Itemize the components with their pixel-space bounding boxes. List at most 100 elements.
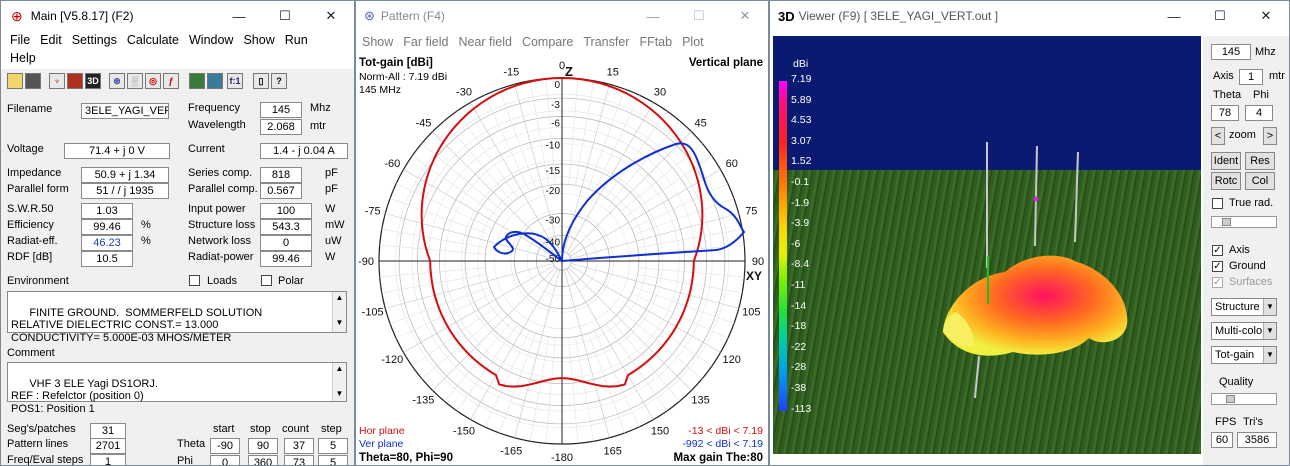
pattern-minimize-button[interactable]: —	[646, 8, 660, 24]
axis-checkbox[interactable]: ✓	[1212, 245, 1223, 256]
pattern-menubar: Show Far field Near field Compare Transf…	[356, 31, 768, 53]
filename-field[interactable]: 3ELE_YAGI_VER	[81, 103, 169, 119]
quality-slider[interactable]	[1211, 393, 1277, 405]
menu-help[interactable]: Help	[10, 51, 36, 65]
angle-label: -135	[412, 395, 434, 407]
pattern-titlebar[interactable]: ⊛ Pattern (F4) — ☐ ✕	[356, 1, 768, 31]
theta-stop-field[interactable]: 90	[248, 438, 278, 454]
theta-start-field[interactable]: -90	[210, 438, 240, 454]
pattern-menu-transfer[interactable]: Transfer	[583, 35, 630, 49]
true-rad-label: True rad.	[1229, 197, 1274, 209]
close-button[interactable]: ✕	[325, 8, 337, 23]
grid-spoke	[514, 84, 560, 253]
pattern-close-button[interactable]: ✕	[739, 8, 751, 23]
frequency-field[interactable]: 145	[260, 102, 302, 118]
rotc-button[interactable]: Rotc	[1211, 172, 1241, 190]
environment-scrollbar[interactable]: ▲ ▼	[332, 292, 346, 332]
quality-thumb[interactable]	[1226, 395, 1235, 403]
grid-spoke	[499, 88, 536, 189]
zoom-out-button[interactable]: <	[1211, 127, 1225, 145]
pattern-menu-plot[interactable]: Plot	[682, 35, 704, 49]
true-rad-slider[interactable]	[1211, 216, 1277, 228]
efficiency-value: 99.46	[81, 219, 133, 235]
phi-stop-field[interactable]: 360	[248, 455, 278, 465]
col-button[interactable]: Col	[1245, 172, 1275, 190]
polar-checkbox[interactable]	[261, 275, 272, 286]
menu-file[interactable]: File	[10, 33, 31, 47]
gain-type-dropdown[interactable]: Tot-gain ▼	[1211, 346, 1277, 364]
ground-checkbox[interactable]: ✓	[1212, 261, 1223, 272]
ident-button[interactable]: Ident	[1211, 152, 1241, 170]
angle-label: -120	[381, 354, 403, 366]
input-power-field[interactable]: 100	[260, 203, 312, 219]
xy-axis-label: XY	[746, 269, 762, 283]
pattern-menu-compare[interactable]: Compare	[521, 35, 574, 49]
viewer-maximize-button[interactable]: ☐	[1214, 8, 1226, 23]
pattern-gain-title: Tot-gain [dBi]	[359, 57, 433, 69]
true-rad-thumb[interactable]	[1222, 218, 1231, 226]
polar-plot[interactable]: 0153045607590105120135150165-180-165-150…	[356, 54, 768, 466]
menu-edit[interactable]: Edit	[40, 33, 62, 47]
theta-view-field[interactable]: 78	[1211, 105, 1239, 121]
maximize-button[interactable]: ☐	[279, 8, 291, 23]
element-driven	[1034, 145, 1038, 247]
function-icon[interactable]: ƒ	[163, 73, 179, 89]
res-button[interactable]: Res	[1245, 152, 1275, 170]
grid-spoke	[637, 274, 743, 294]
phi-step-field[interactable]: 5	[318, 455, 348, 465]
viewer-minimize-button[interactable]: —	[1167, 8, 1181, 24]
freq-eval-field[interactable]: 1	[90, 454, 126, 465]
axis-length-field[interactable]: 1	[1239, 69, 1263, 85]
pattern-menu-near-field[interactable]: Near field	[458, 35, 512, 49]
menu-run[interactable]: Run	[284, 33, 308, 47]
viewer-titlebar[interactable]: 3D Viewer (F9) [ 3ELE_YAGI_VERT.out ] — …	[770, 1, 1289, 31]
theta-count-field[interactable]: 37	[284, 438, 314, 454]
grid-spoke	[566, 102, 654, 254]
phi-count-field[interactable]: 73	[284, 455, 314, 465]
radiat-power-unit: W	[325, 251, 336, 263]
book-icon[interactable]: ▯	[253, 73, 269, 89]
environment-text[interactable]: FINITE GROUND. SOMMERFELD SOLUTION RELAT…	[7, 291, 347, 344]
menu-window[interactable]: Window	[189, 33, 234, 47]
grid-spoke	[594, 95, 640, 192]
menu-settings[interactable]: Settings	[71, 33, 117, 47]
open-folder-icon[interactable]	[7, 73, 23, 89]
structure-dropdown[interactable]: Structure ▼	[1211, 298, 1277, 316]
pattern-menu-fftab[interactable]: FFtab	[639, 35, 673, 49]
antenna-icon[interactable]: ♆	[49, 73, 65, 89]
help-icon[interactable]: ?	[271, 73, 287, 89]
viewer-close-button[interactable]: ✕	[1260, 8, 1272, 23]
main-menubar: File Edit Settings Calculate Window Show…	[5, 31, 335, 67]
scale-tick-label: -0.1	[791, 176, 810, 188]
ratio-icon[interactable]: f:1	[227, 73, 243, 89]
table-icon[interactable]	[189, 73, 205, 89]
globe-icon[interactable]: ⊛	[109, 73, 125, 89]
viewer-canvas[interactable]: dBi 7.19 5.89 4.53 3.07 1.52 -0.1 -1.9 -3.9 -6 -8…	[773, 36, 1201, 454]
pattern-maximize-button[interactable]: ☐	[693, 8, 705, 23]
comment-scrollbar[interactable]: ▲ ▼	[332, 363, 346, 401]
phi-view-field[interactable]: 4	[1245, 105, 1273, 121]
comment-text[interactable]: VHF 3 ELE Yagi DS1ORJ. REF : Refelctor (…	[7, 362, 347, 415]
minimize-button[interactable]: —	[232, 8, 246, 24]
pattern-menu-far-field[interactable]: Far field	[403, 35, 449, 49]
menu-show[interactable]: Show	[243, 33, 275, 47]
phi-start-field[interactable]: 0	[210, 455, 240, 465]
zoom-in-button[interactable]: >	[1263, 127, 1277, 145]
pattern-menu-show[interactable]: Show	[362, 35, 394, 49]
menu-calculate[interactable]: Calculate	[126, 33, 179, 47]
target-icon[interactable]: ◎	[145, 73, 161, 89]
viewer-freq-field[interactable]: 145	[1211, 44, 1251, 60]
true-rad-checkbox[interactable]	[1212, 198, 1223, 209]
color-mode-dropdown[interactable]: Multi-colo ▼	[1211, 322, 1277, 340]
main-titlebar[interactable]: ⊕ Main [V5.8.17] (F2) — ☐ ✕	[1, 1, 354, 31]
save-icon[interactable]	[25, 73, 41, 89]
surfaces-checkbox[interactable]: ✓	[1212, 277, 1223, 288]
graph-icon[interactable]	[207, 73, 223, 89]
loads-checkbox[interactable]	[189, 275, 200, 286]
box-icon[interactable]	[67, 73, 83, 89]
z-axis-label: Z	[565, 64, 573, 79]
mesh-icon[interactable]: ▒	[127, 73, 143, 89]
3d-icon[interactable]: 3D	[85, 73, 101, 89]
angle-label: 60	[726, 158, 738, 170]
theta-step-field[interactable]: 5	[318, 438, 348, 454]
